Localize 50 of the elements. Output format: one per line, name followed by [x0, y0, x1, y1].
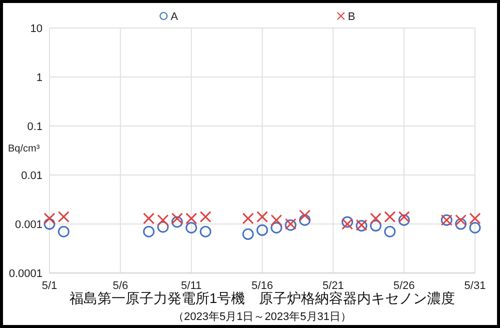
- point: [157, 214, 169, 226]
- x-tick-label: 5/21: [322, 280, 344, 292]
- point: [299, 210, 311, 222]
- point: [469, 222, 481, 234]
- point: [186, 212, 198, 224]
- x-tick-label: 5/11: [181, 280, 202, 292]
- point: [171, 216, 183, 228]
- point: [143, 212, 155, 224]
- text: 福島第一原子力発電所1号機 原子炉格納容器内キセノン濃度: [69, 290, 456, 306]
- y-tick-label: 0.001: [14, 219, 42, 231]
- point: [469, 212, 481, 224]
- point: [143, 226, 155, 238]
- x-tick-label: 5/31: [464, 280, 486, 292]
- point: [242, 228, 254, 240]
- point: [157, 221, 169, 233]
- point: [58, 226, 70, 238]
- point: [370, 220, 382, 232]
- point: [186, 222, 198, 234]
- point: [384, 211, 396, 223]
- point: [58, 211, 70, 223]
- x-tick-label: 5/26: [393, 280, 415, 292]
- point: [200, 226, 212, 238]
- text: （2023年5月1日～2023年5月31日）: [172, 311, 352, 323]
- y-tick-label: 1: [36, 72, 42, 84]
- y-tick-label: 0.1: [27, 121, 42, 133]
- point: [398, 211, 410, 223]
- y-tick-label: 0.01: [21, 170, 42, 182]
- point: [398, 214, 410, 226]
- point: [200, 211, 212, 223]
- point: [171, 212, 183, 224]
- point: [256, 224, 268, 236]
- y-tick-label: 0.0001: [8, 268, 42, 280]
- point: [270, 222, 282, 234]
- x-tick-label: 5/1: [42, 280, 58, 292]
- point: [44, 218, 56, 230]
- point: [455, 218, 467, 230]
- point: [242, 212, 254, 224]
- y-axis-title: Bq/cm³: [8, 144, 40, 155]
- point: [299, 214, 311, 226]
- point: [270, 214, 282, 226]
- point: [384, 226, 396, 238]
- x-tick-label: 5/16: [252, 280, 273, 292]
- y-tick-label: 10: [30, 23, 42, 35]
- point: [256, 211, 268, 223]
- x-tick-label: 5/6: [112, 280, 128, 292]
- point: [44, 212, 56, 224]
- point: [370, 212, 382, 224]
- legend-label: A: [170, 11, 179, 23]
- point: [455, 214, 467, 226]
- legend-label: B: [348, 11, 356, 23]
